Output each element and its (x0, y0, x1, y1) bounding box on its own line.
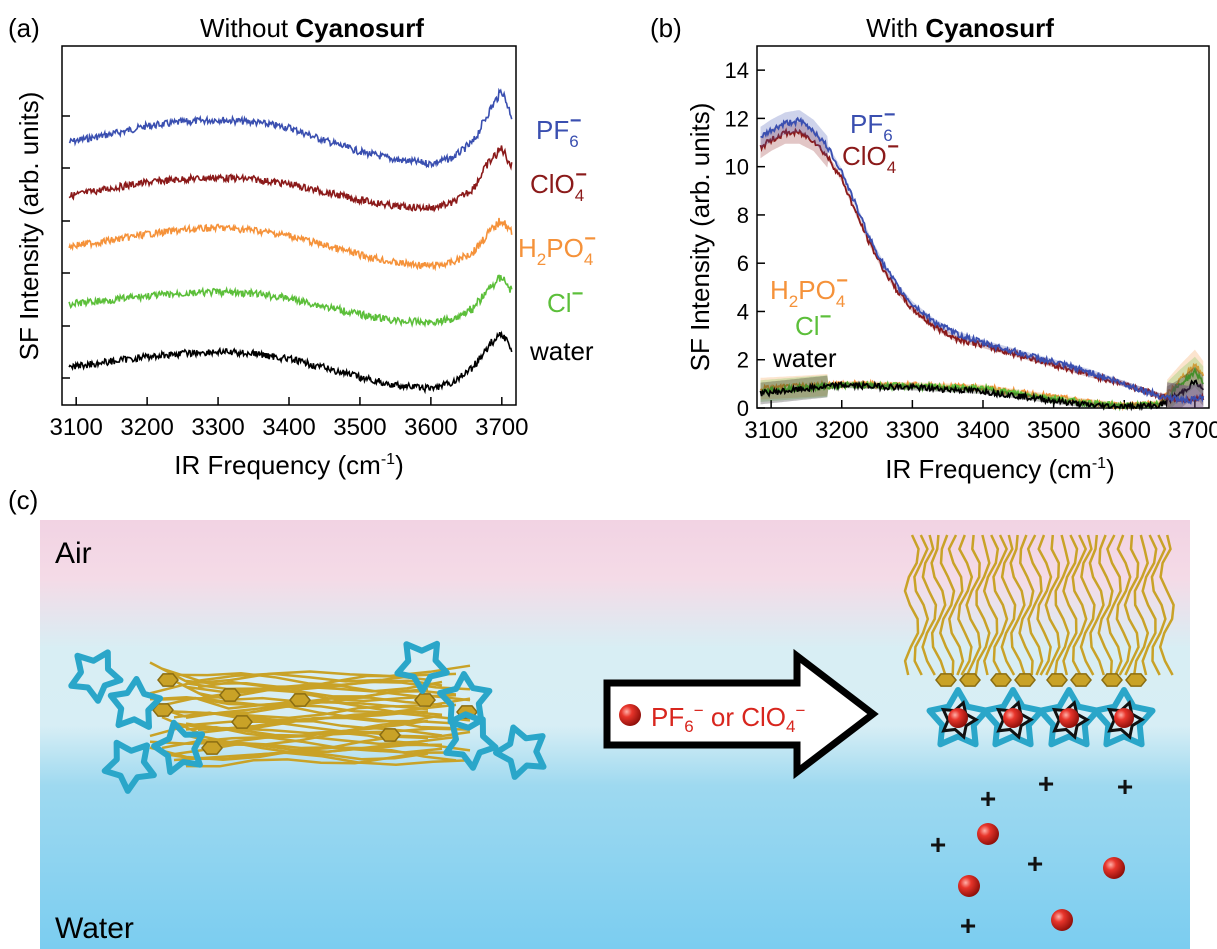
b-ytick-label: 10 (725, 155, 749, 180)
free-ion (958, 875, 980, 897)
b-xtick-label: 3100 (744, 417, 797, 444)
flat-head (202, 742, 222, 754)
a-xtick-label: 3200 (120, 414, 173, 441)
a-label-water: water (529, 336, 594, 366)
flat-head (220, 689, 240, 701)
bound-ion (1003, 708, 1023, 728)
b-xtick-label: 3200 (815, 417, 868, 444)
a-xtick-label: 3500 (333, 414, 386, 441)
panel-a-series (69, 90, 512, 391)
panel-c-label: (c) (8, 485, 38, 515)
a-xtick-label: 3600 (404, 414, 457, 441)
panel-b-xlabel: IR Frequency (cm-1) (885, 454, 1115, 484)
a-label-h2po4: H2PO4− (518, 228, 596, 269)
a-xtick-label: 3400 (262, 414, 315, 441)
b-ytick-label: 12 (725, 106, 749, 131)
flat-head (415, 694, 435, 706)
a-xtick-label: 3100 (49, 414, 102, 441)
panel-b-ylabel: SF Intensity (arb. units) (685, 103, 715, 372)
b-xtick-label: 3400 (956, 417, 1009, 444)
a-xtick-label: 3300 (191, 414, 244, 441)
b-xtick-label: 3600 (1098, 417, 1151, 444)
upright-head (936, 674, 956, 686)
panel-b-title: With Cyanosurf (866, 13, 1054, 43)
free-ion (1103, 857, 1125, 879)
water-label: Water (55, 912, 134, 945)
b-label-water: water (772, 343, 837, 373)
flat-head (158, 674, 178, 686)
upright-head (1071, 674, 1091, 686)
cation-plus: + (930, 829, 946, 860)
b-label-clo4: ClO4− (842, 136, 899, 177)
flat-head (380, 729, 400, 741)
a-series-clo4 (69, 146, 512, 211)
free-ion (1051, 909, 1073, 931)
b-label-cl: Cl− (795, 306, 831, 341)
a-label-pf6: PF6− (536, 110, 581, 151)
b-xtick-label: 3300 (886, 417, 939, 444)
panel-a-frame (62, 46, 516, 405)
panel-a-title: Without Cyanosurf (200, 13, 424, 43)
panel-a-ylabel: SF Intensity (arb. units) (14, 92, 44, 361)
b-xtick-label: 3700 (1168, 417, 1217, 444)
b-ytick-label: 4 (737, 299, 749, 324)
panel-a: (a) Without Cyanosurf 3100 3200 3300 3400 35… (8, 13, 596, 480)
upright-head (1015, 674, 1035, 686)
a-label-clo4: ClO4− (530, 164, 587, 205)
cation-plus: + (1038, 768, 1054, 799)
flat-head (232, 716, 252, 728)
cation-plus: + (980, 783, 996, 814)
a-series-cl (69, 275, 512, 325)
bound-ion (1059, 708, 1079, 728)
upright-head (1126, 674, 1146, 686)
b-label-h2po4: H2PO4− (770, 270, 848, 311)
panel-b-label: (b) (650, 13, 682, 43)
bound-ion (1114, 708, 1134, 728)
arrow-ion-icon (619, 704, 641, 726)
upright-head (991, 674, 1011, 686)
upright-head (960, 674, 980, 686)
b-ytick-label: 6 (737, 251, 749, 276)
upright-head (1102, 674, 1122, 686)
b-ytick-label: 8 (737, 203, 749, 228)
panel-a-xlabel: IR Frequency (cm-1) (174, 450, 404, 480)
cation-plus: + (1117, 771, 1133, 802)
cation-plus: + (1027, 848, 1043, 879)
a-xtick-label: 3700 (475, 414, 528, 441)
a-series-pf6 (69, 90, 512, 166)
a-series-h2po4 (69, 218, 512, 268)
cation-plus: + (960, 910, 976, 941)
b-ytick-label: 2 (737, 348, 749, 373)
a-label-cl: Cl− (547, 283, 583, 318)
air-label: Air (55, 537, 92, 570)
bound-ion (948, 708, 968, 728)
a-series-water (69, 332, 512, 391)
upright-head (1047, 674, 1067, 686)
b-xtick-label: 3500 (1027, 417, 1080, 444)
free-ion (977, 823, 999, 845)
flat-head (290, 694, 310, 706)
b-ytick-label: 14 (725, 58, 749, 83)
panel-a-label: (a) (8, 13, 40, 43)
panel-a-xticks: 3100 3200 3300 3400 3500 3600 3700 (49, 397, 528, 441)
panel-b-yticks: 02468101214 (725, 58, 765, 421)
arrow-text: PF6− or ClO4− (651, 701, 805, 736)
panel-c: (c) Air Water PF6− or ClO4− + + + + + + (8, 485, 1190, 949)
